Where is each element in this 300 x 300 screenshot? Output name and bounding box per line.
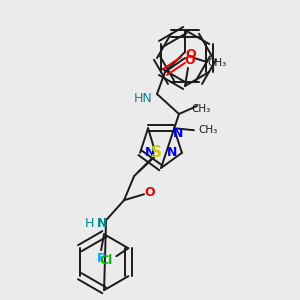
Text: O: O xyxy=(185,53,195,67)
Text: H: H xyxy=(85,217,94,230)
Text: N: N xyxy=(97,217,107,230)
Text: CH₃: CH₃ xyxy=(207,58,226,68)
Text: N: N xyxy=(173,127,183,140)
Text: N: N xyxy=(167,146,177,159)
Text: Cl: Cl xyxy=(100,254,113,267)
Text: N: N xyxy=(145,146,155,159)
Text: O: O xyxy=(186,49,196,62)
Text: CH₃: CH₃ xyxy=(198,125,218,135)
Text: F: F xyxy=(97,252,105,265)
Text: S: S xyxy=(151,145,162,160)
Text: CH₃: CH₃ xyxy=(191,104,211,114)
Text: O: O xyxy=(145,186,155,199)
Text: HN: HN xyxy=(134,92,152,104)
